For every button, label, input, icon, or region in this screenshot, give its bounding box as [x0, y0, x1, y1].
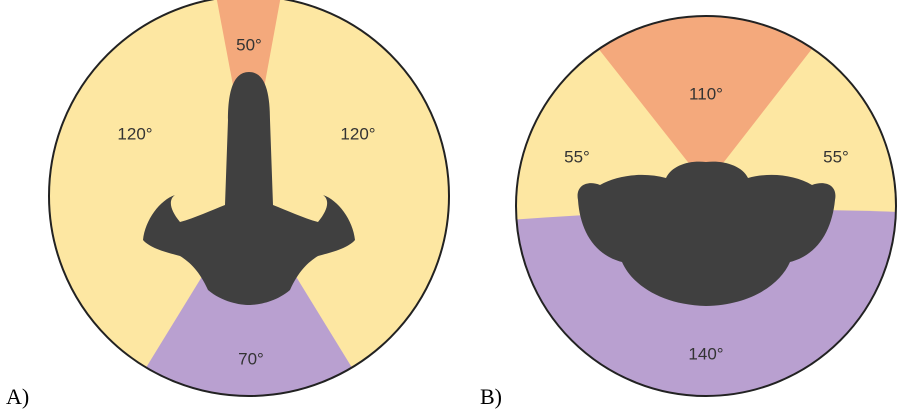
panel-label: A): [6, 384, 29, 409]
angle-label: 50°: [236, 35, 262, 54]
angle-label: 120°: [340, 124, 375, 143]
panel-b: 110° 55° 55° 140° B): [480, 0, 900, 410]
angle-label: 55°: [823, 147, 849, 166]
panel-a: 50° 120° 120° 70° A): [6, 0, 460, 410]
panel-label: B): [480, 384, 502, 409]
angle-label: 140°: [688, 344, 723, 363]
angle-label: 55°: [564, 147, 590, 166]
angle-label: 110°: [689, 84, 723, 103]
angle-label: 70°: [238, 349, 264, 368]
diagram: 50° 120° 120° 70° A) 110° 55° 55° 140° B…: [0, 0, 902, 410]
angle-label: 120°: [117, 124, 152, 143]
